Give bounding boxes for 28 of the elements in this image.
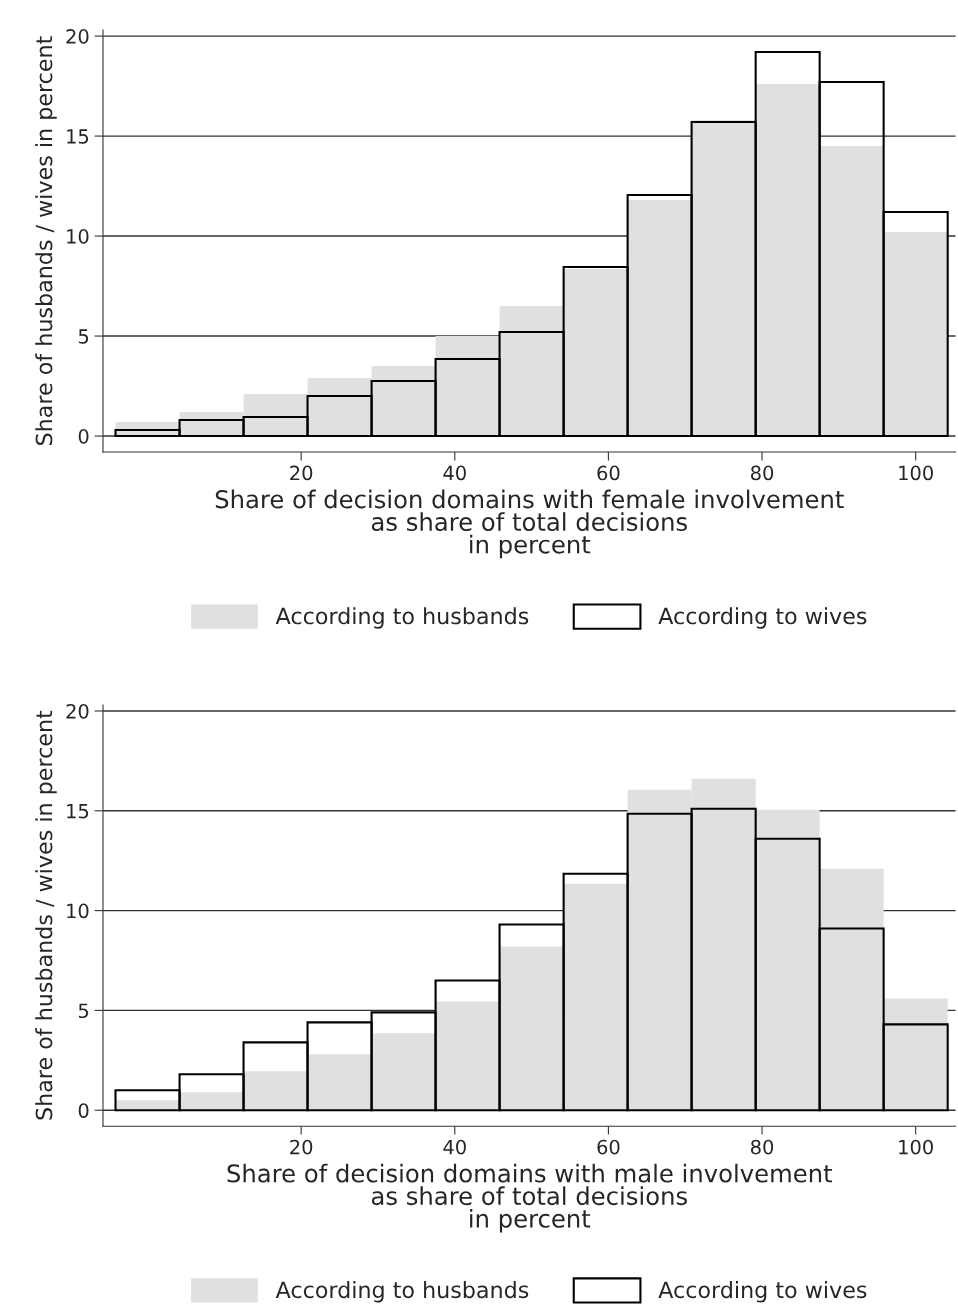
x-tick-label: 40 xyxy=(443,465,466,481)
x-tick-label: 100 xyxy=(899,465,933,481)
x-axis-title: Share of decision domains with male involvement as share of total decisions in percent xyxy=(227,1163,833,1233)
x-axis-title: Share of decision domains with female involvement as share of total decisions in percent xyxy=(215,489,844,559)
x-tick-label: 40 xyxy=(443,1139,466,1155)
x-tick-label: 80 xyxy=(750,1139,774,1155)
y-tick-label: 20 xyxy=(66,29,89,44)
legend-label: According to husbands xyxy=(275,607,529,629)
y-tick-label: 5 xyxy=(78,1003,89,1019)
x-tick-label: 60 xyxy=(597,465,620,481)
y-tick-label: 0 xyxy=(78,429,89,444)
legend-label: According to wives xyxy=(658,607,867,629)
x-tick-label: 100 xyxy=(899,1139,933,1155)
x-tick-label: 60 xyxy=(597,1139,620,1155)
x-tick-label: 20 xyxy=(290,465,313,481)
legend-label: According to husbands xyxy=(275,1281,529,1303)
y-tick-label: 15 xyxy=(67,804,89,819)
legend-label: According to wives xyxy=(658,1281,867,1303)
x-tick-label: 20 xyxy=(290,1139,313,1155)
y-axis-title: Share of husbands / wives in percent xyxy=(35,36,57,445)
x-tick-label: 80 xyxy=(750,465,774,481)
y-tick-label: 5 xyxy=(78,329,89,344)
y-tick-label: 15 xyxy=(67,129,89,144)
y-tick-label: 10 xyxy=(67,903,89,919)
y-tick-label: 10 xyxy=(67,229,89,244)
y-tick-label: 0 xyxy=(78,1103,89,1118)
y-axis-title: Share of husbands / wives in percent xyxy=(35,710,57,1120)
y-tick-label: 20 xyxy=(66,703,89,719)
